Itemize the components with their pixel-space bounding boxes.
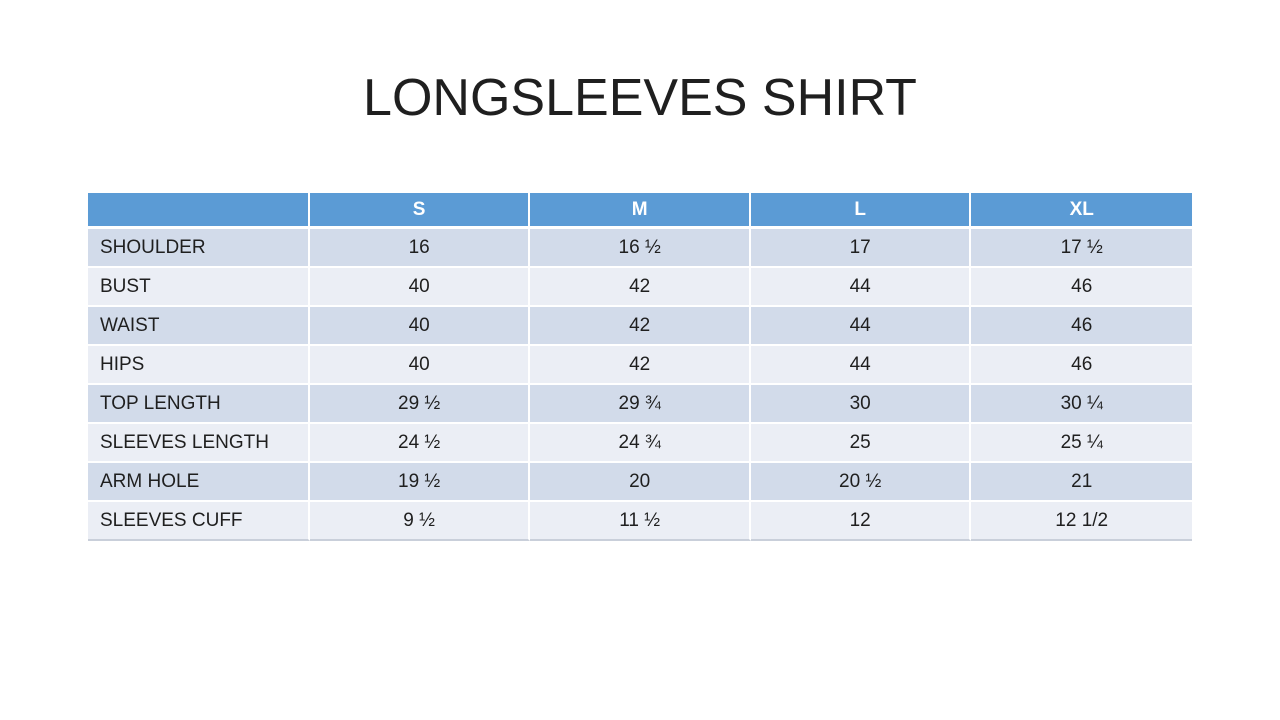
measurement-cell: 9 ½	[309, 502, 531, 541]
row-label: HIPS	[88, 346, 310, 385]
measurement-cell: 29 ½	[309, 385, 531, 424]
measurement-cell: 46	[971, 268, 1192, 307]
measurement-cell: 24 ¾	[530, 424, 751, 463]
row-label: ARM HOLE	[88, 463, 310, 502]
row-label: SHOULDER	[88, 229, 310, 268]
table-row: WAIST 40 42 44 46	[88, 307, 1192, 346]
measurement-cell: 17	[750, 229, 972, 268]
row-label: BUST	[88, 268, 310, 307]
table-body: SHOULDER 16 16 ½ 17 17 ½ BUST 40 42 44 46 WAIST 40 4…	[88, 229, 1192, 541]
header-cell-size-m: M	[530, 193, 751, 229]
measurement-cell: 30	[750, 385, 972, 424]
measurement-cell: 40	[309, 307, 531, 346]
measurement-cell: 21	[971, 463, 1192, 502]
measurement-cell: 20	[530, 463, 751, 502]
measurement-cell: 24 ½	[309, 424, 531, 463]
measurement-cell: 44	[750, 268, 972, 307]
measurement-cell: 46	[971, 346, 1192, 385]
measurement-cell: 16 ½	[530, 229, 751, 268]
measurement-cell: 42	[530, 307, 751, 346]
table-row: SLEEVES LENGTH 24 ½ 24 ¾ 25 25 ¼	[88, 424, 1192, 463]
measurement-cell: 44	[750, 307, 972, 346]
table-row: SHOULDER 16 16 ½ 17 17 ½	[88, 229, 1192, 268]
table-row: SLEEVES CUFF 9 ½ 11 ½ 12 12 1/2	[88, 502, 1192, 541]
measurement-cell: 30 ¼	[971, 385, 1192, 424]
measurement-cell: 20 ½	[750, 463, 972, 502]
table-row: HIPS 40 42 44 46	[88, 346, 1192, 385]
measurement-cell: 44	[750, 346, 972, 385]
table-header: S M L XL	[88, 193, 1192, 229]
header-cell-size-s: S	[309, 193, 531, 229]
header-cell-empty	[88, 193, 310, 229]
table-row: ARM HOLE 19 ½ 20 20 ½ 21	[88, 463, 1192, 502]
header-cell-size-l: L	[750, 193, 972, 229]
measurement-cell: 19 ½	[309, 463, 531, 502]
measurement-cell: 40	[309, 268, 531, 307]
row-label: TOP LENGTH	[88, 385, 310, 424]
measurement-cell: 16	[309, 229, 531, 268]
measurement-cell: 25	[750, 424, 972, 463]
measurement-cell: 40	[309, 346, 531, 385]
measurement-cell: 46	[971, 307, 1192, 346]
row-label: SLEEVES CUFF	[88, 502, 310, 541]
header-row: S M L XL	[88, 193, 1192, 229]
table-row: TOP LENGTH 29 ½ 29 ¾ 30 30 ¼	[88, 385, 1192, 424]
measurement-cell: 11 ½	[530, 502, 751, 541]
measurement-cell: 12 1/2	[971, 502, 1192, 541]
measurement-cell: 29 ¾	[530, 385, 751, 424]
row-label: SLEEVES LENGTH	[88, 424, 310, 463]
measurement-cell: 42	[530, 268, 751, 307]
header-cell-size-xl: XL	[971, 193, 1192, 229]
row-label: WAIST	[88, 307, 310, 346]
measurement-cell: 25 ¼	[971, 424, 1192, 463]
measurement-cell: 17 ½	[971, 229, 1192, 268]
measurement-cell: 12	[750, 502, 972, 541]
size-chart-table: S M L XL SHOULDER 16 16 ½ 17 17 ½ BUST 40 42 44 46 WA…	[88, 193, 1192, 541]
table-row: BUST 40 42 44 46	[88, 268, 1192, 307]
measurement-cell: 42	[530, 346, 751, 385]
size-chart-container: S M L XL SHOULDER 16 16 ½ 17 17 ½ BUST 40 42 44 46 WA…	[88, 193, 1192, 541]
page-title: LONGSLEEVES SHIRT	[363, 69, 917, 127]
